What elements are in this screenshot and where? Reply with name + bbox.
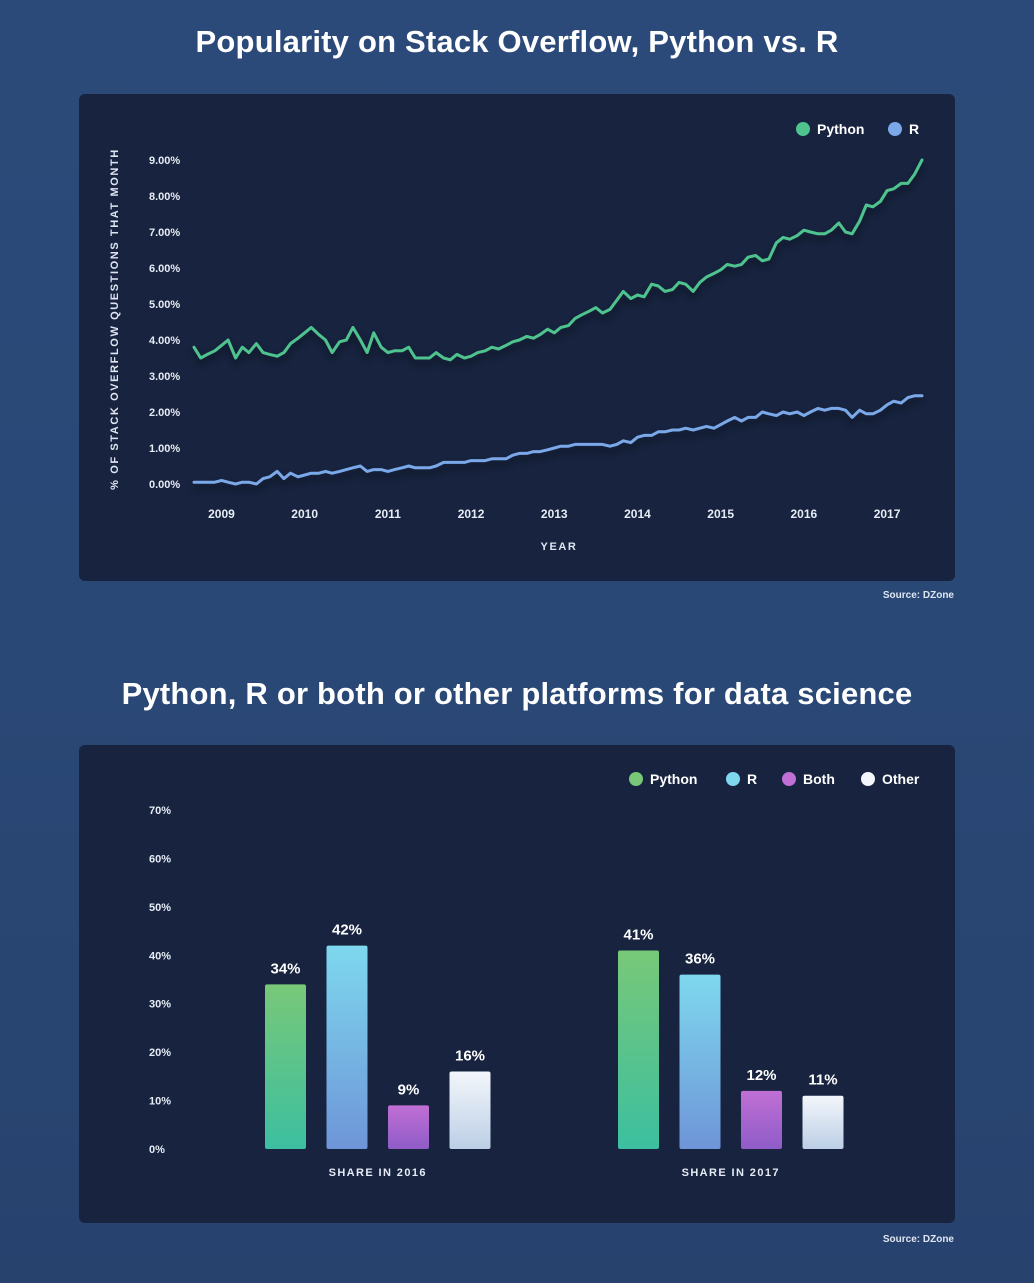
x-tick-label: 2014: [624, 507, 651, 521]
bar-both-2017: [741, 1090, 782, 1149]
y-tick-label: 4.00%: [149, 335, 180, 347]
x-tick-label: 2015: [707, 507, 734, 521]
y-tick-label: 50%: [149, 902, 171, 914]
bar-value-label: 9%: [398, 1081, 420, 1098]
bar-value-label: 36%: [685, 951, 715, 968]
x-tick-label: 2017: [874, 507, 901, 521]
line-chart: % OF STACK OVERFLOW QUESTIONS THAT MONTH…: [109, 121, 924, 553]
y-tick-label: 70%: [149, 805, 171, 817]
legend-label-r: R: [909, 121, 919, 137]
x-tick-label: 2016: [791, 507, 818, 521]
bar-other-2016: [449, 1071, 491, 1149]
category-label: SHARE IN 2016: [329, 1167, 427, 1179]
series-line-r: [192, 394, 924, 486]
bar-chart: 0% 10% 20% 30% 40% 50% 60% 70% 34% 42% 9% 16% SHARE …: [149, 771, 920, 1179]
y-tick-label: 3.00%: [149, 371, 180, 383]
y-tick-label: 0.00%: [149, 479, 180, 491]
legend-swatch-r: [888, 122, 902, 136]
bar-value-label: 11%: [808, 1072, 837, 1089]
legend-label-python: Python: [817, 121, 864, 137]
chart1-title: Popularity on Stack Overflow, Python vs.…: [195, 24, 839, 59]
category-label: SHARE IN 2017: [682, 1167, 780, 1179]
line-chart-panel: % OF STACK OVERFLOW QUESTIONS THAT MONTH…: [79, 94, 955, 581]
legend-swatch-python: [629, 772, 643, 786]
x-tick-label: 2010: [291, 507, 318, 521]
legend: Python R Both Other: [629, 771, 920, 787]
legend-swatch-both: [782, 772, 796, 786]
bar-chart-panel: 0% 10% 20% 30% 40% 50% 60% 70% 34% 42% 9% 16% SHARE …: [79, 745, 955, 1223]
chart1-source: Source: DZone: [882, 590, 954, 601]
y-tick-label: 7.00%: [149, 227, 180, 239]
legend-label-python: Python: [650, 771, 697, 787]
y-tick-label: 1.00%: [149, 443, 180, 455]
bar-r-2017: [679, 974, 721, 1149]
y-tick-label: 8.00%: [149, 191, 180, 203]
y-tick-label: 6.00%: [149, 263, 180, 275]
y-tick-label: 30%: [149, 999, 171, 1011]
legend-label-other: Other: [882, 771, 920, 787]
legend-label-r: R: [747, 771, 757, 787]
chart2-source: Source: DZone: [882, 1234, 954, 1245]
legend-swatch-other: [861, 772, 875, 786]
series-line-python: [192, 158, 924, 362]
bar-value-label: 16%: [455, 1048, 485, 1065]
y-tick-label: 10%: [149, 1096, 171, 1108]
bar-both-2016: [388, 1105, 429, 1149]
bar-value-label: 34%: [270, 960, 300, 977]
bar-value-label: 41%: [623, 926, 653, 943]
y-tick-label: 60%: [149, 853, 171, 865]
y-tick-label: 20%: [149, 1047, 171, 1059]
y-tick-label: 5.00%: [149, 299, 180, 311]
chart2-title: Python, R or both or other platforms for…: [121, 676, 913, 711]
y-tick-label: 0%: [149, 1144, 165, 1156]
bar-other-2017: [802, 1095, 844, 1149]
x-axis-label: YEAR: [541, 541, 578, 553]
bar-value-label: 42%: [332, 922, 362, 939]
legend-swatch-python: [796, 122, 810, 136]
bar-python-2016: [265, 984, 306, 1149]
x-tick-label: 2011: [375, 507, 401, 521]
y-tick-label: 40%: [149, 950, 171, 962]
bar-value-label: 12%: [746, 1067, 776, 1084]
legend-swatch-r: [726, 772, 740, 786]
x-tick-label: 2009: [208, 507, 235, 521]
bar-r-2016: [326, 945, 368, 1149]
x-tick-label: 2013: [541, 507, 568, 521]
y-tick-label: 2.00%: [149, 407, 180, 419]
y-tick-label: 9.00%: [149, 155, 180, 167]
legend-label-both: Both: [803, 771, 835, 787]
bar-python-2017: [618, 950, 659, 1149]
legend: Python R: [796, 121, 919, 137]
y-axis-label: % OF STACK OVERFLOW QUESTIONS THAT MONTH: [109, 148, 121, 490]
x-tick-label: 2012: [458, 507, 485, 521]
